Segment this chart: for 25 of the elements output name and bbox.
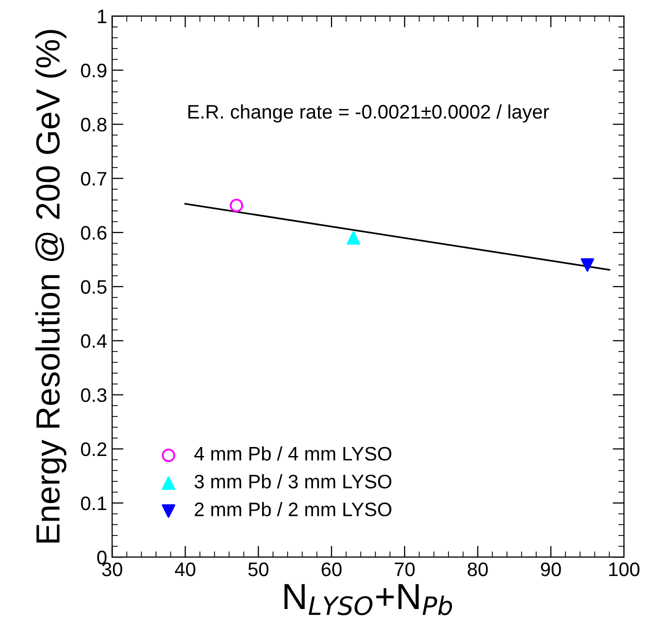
legend-label: 2 mm Pb / 2 mm LYSO xyxy=(194,502,392,516)
y-tick-label: 0.5 xyxy=(81,280,106,294)
y-tick-label: 0.7 xyxy=(81,172,106,186)
x-tick-label: 90 xyxy=(540,562,561,576)
legend-label: 4 mm Pb / 4 mm LYSO xyxy=(194,446,392,461)
x-tick-label: 100 xyxy=(609,562,640,576)
y-tick-label: 0.3 xyxy=(81,388,106,402)
x-tick-label: 30 xyxy=(102,562,122,576)
x-tick-label: 40 xyxy=(174,562,196,576)
annotation: E.R. change rate = -0.0021±0.0002 / layer xyxy=(188,104,550,123)
y-tick-label: 1 xyxy=(98,10,106,24)
x-tick-label: 70 xyxy=(394,562,415,576)
y-tick-label: 0.2 xyxy=(81,442,106,456)
legend-label: 3 mm Pb / 3 mm LYSO xyxy=(194,474,392,488)
y-tick-label: 0.8 xyxy=(81,118,106,132)
y-tick-label: 0 xyxy=(97,550,107,564)
x-tick-label: 80 xyxy=(468,562,488,576)
y-tick-label: 0.1 xyxy=(81,496,106,510)
x-tick-label: 60 xyxy=(322,562,342,576)
y-tick-label: 0.9 xyxy=(81,64,106,78)
x-tick-label: 50 xyxy=(248,562,268,576)
x-axis-title: N$_{LYSO}$+N$_{Pb}$ xyxy=(284,584,452,616)
y-axis-title: Energy Resolution @ 200 GeV (%) xyxy=(35,30,66,543)
y-tick-label: 0.4 xyxy=(81,334,107,348)
y-tick-label: 0.6 xyxy=(81,226,106,240)
